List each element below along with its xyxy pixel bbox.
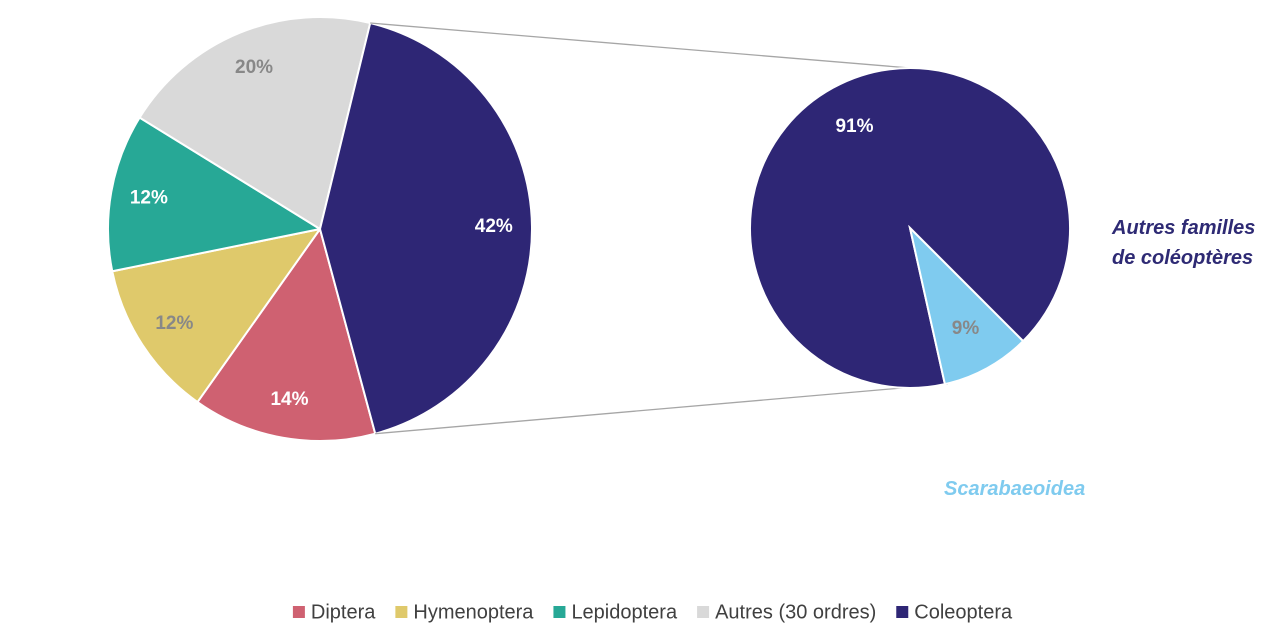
- legend-swatch: [896, 606, 909, 618]
- connector: [370, 22, 911, 69]
- legend-label: Lepidoptera: [571, 601, 678, 623]
- legend-label: Autres (30 ordres): [715, 601, 876, 623]
- slice-label: 91%: [835, 116, 873, 137]
- connector: [375, 383, 949, 435]
- breakdown-label: Scarabaeoidea: [944, 478, 1086, 500]
- pie-slice: [908, 224, 1025, 386]
- legend-swatch: [395, 606, 408, 618]
- legend-label: Coleoptera: [914, 601, 1013, 623]
- pie-slice: [138, 16, 372, 231]
- slice-label: 42%: [475, 216, 513, 237]
- slice-label: 12%: [130, 188, 168, 209]
- legend-swatch: [553, 606, 566, 618]
- slice-label: 20%: [235, 57, 273, 78]
- pie-slice: [318, 21, 533, 435]
- legend-swatch: [292, 606, 305, 618]
- legend-label: Hymenoptera: [413, 601, 534, 623]
- slice-label: 9%: [952, 318, 980, 339]
- pie-slice: [196, 226, 377, 442]
- breakdown-label: Autres familles de coléoptères: [1112, 217, 1256, 269]
- pie-slice: [111, 227, 323, 404]
- slice-label: 14%: [270, 389, 308, 410]
- legend-label: Diptera: [311, 601, 376, 623]
- slice-label: 12%: [155, 313, 193, 334]
- legend-swatch: [697, 606, 710, 618]
- pie-slice: [107, 116, 323, 273]
- legend: Diptera Hymenoptera Lepidoptera Autres (30 …: [292, 601, 1013, 623]
